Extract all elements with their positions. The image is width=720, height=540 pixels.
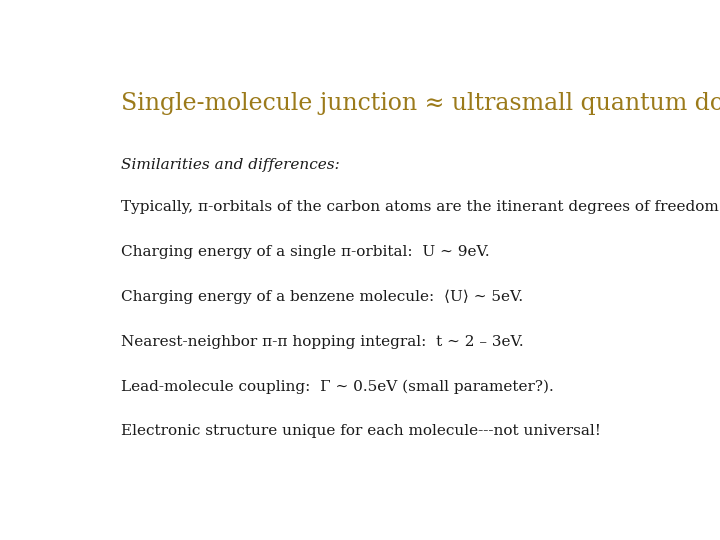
Text: Single-molecule junction ≈ ultrasmall quantum dot: Single-molecule junction ≈ ultrasmall qu… (121, 92, 720, 115)
Text: Lead-molecule coupling:  Γ ∼ 0.5eV (small parameter?).: Lead-molecule coupling: Γ ∼ 0.5eV (small… (121, 380, 554, 394)
Text: Charging energy of a benzene molecule:  ⟨U⟩ ∼ 5eV.: Charging energy of a benzene molecule: ⟨… (121, 290, 523, 304)
Text: Similarities and differences:: Similarities and differences: (121, 158, 339, 172)
Text: Electronic structure unique for each molecule---not universal!: Electronic structure unique for each mol… (121, 424, 600, 438)
Text: Nearest-neighbor π-π hopping integral:  t ∼ 2 – 3eV.: Nearest-neighbor π-π hopping integral: t… (121, 335, 523, 349)
Text: Typically, π-orbitals of the carbon atoms are the itinerant degrees of freedom.: Typically, π-orbitals of the carbon atom… (121, 200, 720, 214)
Text: Charging energy of a single π-orbital:  U ∼ 9eV.: Charging energy of a single π-orbital: U… (121, 245, 490, 259)
